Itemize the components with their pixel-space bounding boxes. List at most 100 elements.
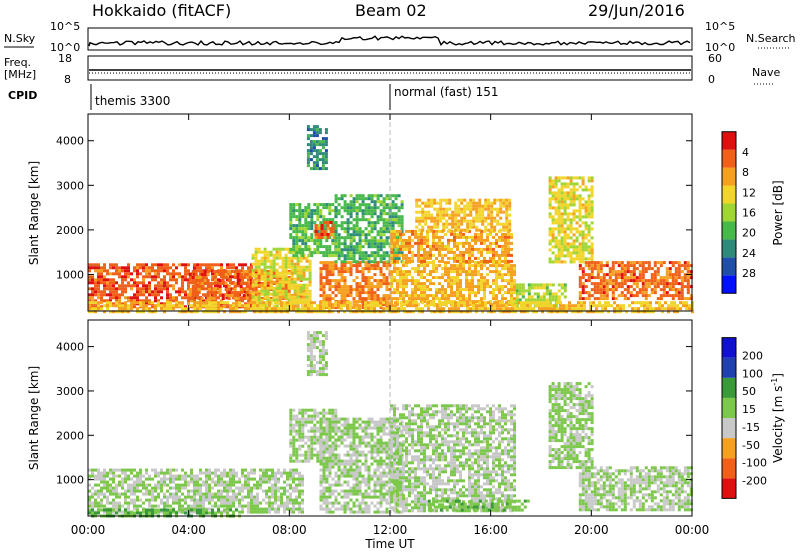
power-cell [391, 227, 395, 231]
power-cell [247, 307, 250, 311]
power-cell [286, 301, 289, 305]
power-cell [554, 292, 558, 296]
power-cell [331, 310, 334, 314]
power-cell [322, 264, 326, 268]
power-cell [456, 276, 459, 280]
power-cell [390, 247, 393, 251]
power-cell [557, 224, 561, 228]
power-cell [584, 185, 588, 189]
power-cell [499, 207, 503, 211]
power-cell [480, 241, 483, 245]
power-cell [438, 235, 441, 239]
power-cell [641, 276, 645, 280]
power-cell [484, 307, 487, 311]
power-cell [221, 276, 225, 279]
power-cell [471, 270, 474, 274]
velocity-cell [121, 480, 124, 484]
power-cell [587, 294, 591, 298]
power-cell [241, 269, 244, 273]
power-cell [415, 216, 419, 220]
power-cell [236, 279, 240, 282]
power-cell [160, 302, 163, 306]
power-cell [319, 301, 322, 305]
velocity-cell [190, 498, 193, 502]
power-cell [298, 206, 302, 210]
power-cell [235, 301, 238, 305]
nsearch-label: N.Search [746, 32, 796, 45]
power-cell [313, 307, 316, 311]
velocity-cell [196, 486, 199, 490]
power-cell [94, 284, 97, 288]
power-cell [315, 140, 319, 144]
power-cell [572, 251, 576, 255]
power-cell [217, 263, 220, 267]
power-cell [319, 212, 323, 216]
power-cell [496, 307, 499, 311]
velocity-cell [142, 492, 145, 496]
power-cell [554, 221, 558, 225]
power-cell [450, 291, 453, 295]
power-cell [191, 297, 195, 300]
power-cell [308, 262, 312, 266]
power-cell [563, 233, 567, 237]
power-cell [382, 212, 386, 216]
power-cell [218, 273, 222, 276]
power-cell [253, 310, 256, 314]
power-cell [340, 206, 344, 210]
power-cell [364, 209, 368, 213]
power-cell [343, 245, 347, 249]
power-cell [447, 244, 450, 248]
power-cell [272, 295, 276, 299]
power-cell [187, 299, 190, 303]
power-cell [595, 307, 598, 311]
power-cell [259, 310, 262, 314]
velocity-cell [178, 495, 181, 499]
power-cell [587, 209, 591, 213]
power-cell [578, 176, 582, 180]
power-cell [478, 207, 482, 211]
power-cell [468, 297, 471, 301]
power-cell [115, 281, 118, 285]
power-cell [262, 301, 265, 305]
power-cell [439, 301, 442, 305]
power-cell [641, 261, 645, 265]
power-cell [212, 297, 216, 300]
velocity-cell [112, 489, 115, 493]
power-cell [306, 125, 310, 129]
power-cell [214, 272, 217, 276]
power-cell [361, 212, 365, 216]
velocity-cell [181, 492, 184, 496]
power-cell [456, 267, 459, 271]
power-cell [578, 200, 582, 204]
velocity-cell [127, 477, 130, 481]
power-cell [474, 291, 477, 295]
velocity-cell [139, 477, 142, 481]
power-cell [547, 304, 550, 308]
power-cell [565, 307, 568, 311]
power-cell [293, 277, 297, 281]
power-cell [124, 310, 127, 314]
power-cell [587, 188, 591, 192]
power-cell [601, 307, 604, 311]
power-cell [310, 304, 313, 308]
power-cell [280, 301, 283, 305]
power-cell [535, 310, 538, 314]
power-cell [157, 269, 160, 273]
power-cell [331, 267, 335, 271]
power-cell [472, 301, 475, 305]
power-cell [532, 307, 535, 311]
nsky-axis-top: 10^5 [50, 20, 80, 33]
power-cell [301, 248, 305, 252]
power-cell [373, 294, 377, 298]
velocity-cell [184, 474, 187, 478]
power-cell [299, 297, 303, 300]
power-cell [504, 241, 507, 245]
power-cell [441, 235, 444, 239]
power-cell [608, 276, 612, 280]
power-cell [417, 247, 420, 251]
power-cell [650, 291, 654, 295]
power-cell [385, 264, 389, 268]
power-cell [328, 203, 332, 207]
power-cell [664, 307, 667, 311]
power-cell [568, 307, 571, 311]
